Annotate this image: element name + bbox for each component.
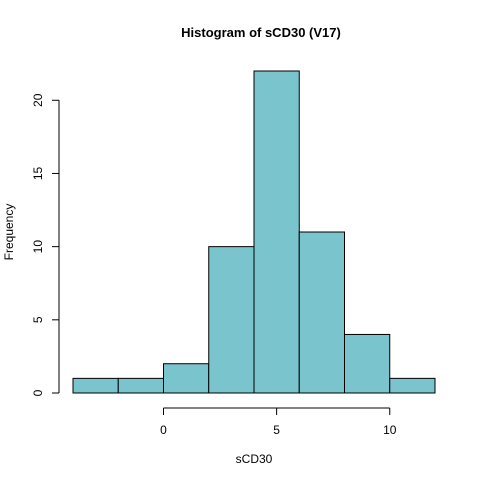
y-tick-label: 10 (31, 240, 45, 254)
y-axis: 0 5 10 15 20 (31, 93, 60, 396)
bars-group (72, 70, 436, 394)
y-tick-label: 0 (31, 389, 45, 396)
histogram-bar (72, 377, 119, 394)
histogram-bar (344, 333, 391, 394)
y-tick-label: 5 (31, 316, 45, 323)
y-tick-label: 15 (31, 166, 45, 180)
histogram-bar (253, 70, 300, 394)
histogram-bar (208, 246, 255, 394)
y-tick-label: 20 (31, 93, 45, 107)
x-tick-label: 0 (160, 423, 167, 437)
histogram-bar (163, 363, 210, 394)
chart-title: Histogram of sCD30 (V17) (181, 25, 341, 40)
x-axis-label: sCD30 (236, 452, 273, 466)
x-tick-label: 10 (383, 423, 397, 437)
x-axis: 0 5 10 (160, 407, 397, 437)
x-tick-label: 5 (273, 423, 280, 437)
histogram-bar (298, 231, 345, 394)
y-axis-label: Frequency (2, 204, 16, 261)
histogram-bar (389, 377, 436, 394)
histogram-bar (117, 377, 164, 394)
